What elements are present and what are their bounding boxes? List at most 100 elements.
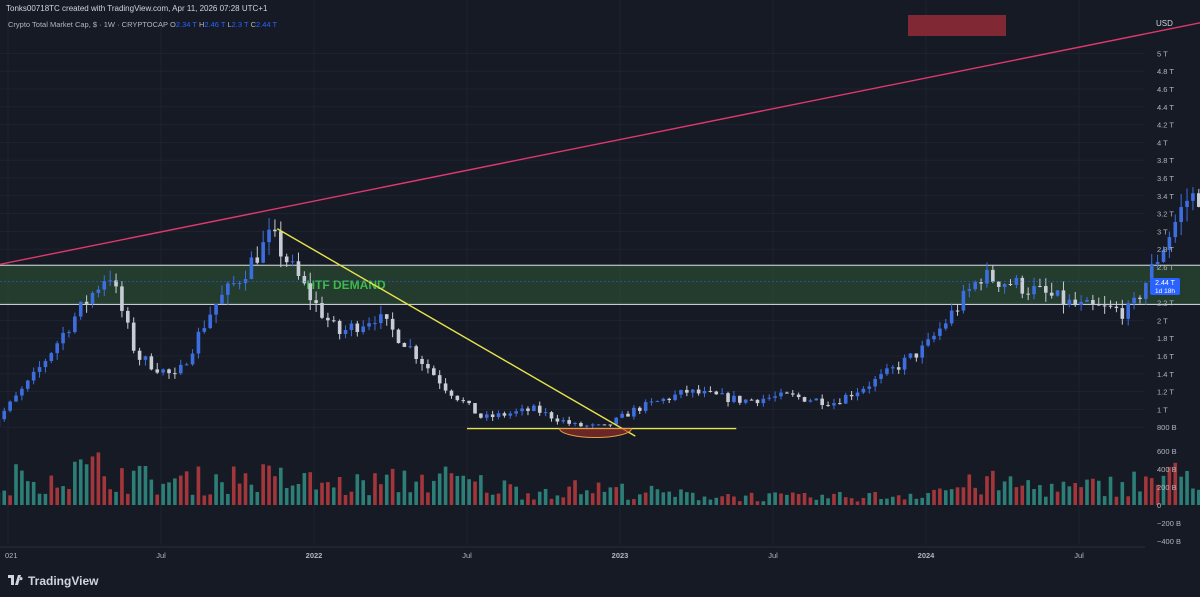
candle-body	[102, 280, 107, 290]
price-axis[interactable]: 5 T 4.8 T 4.6 T 4.4 T 4.2 T 4 T 3.8 T 3.6 T 3.4 …	[1157, 49, 1177, 432]
candle-body	[326, 317, 330, 321]
candle-body	[84, 301, 89, 304]
candle-body	[1067, 299, 1072, 305]
volume-tick-label: −200 B	[1157, 519, 1181, 528]
volume-tick-label: 200 B	[1157, 483, 1177, 492]
candle-body	[208, 314, 212, 329]
volume-bar	[655, 489, 660, 505]
candle-body	[331, 320, 336, 322]
volume-bar	[596, 482, 601, 505]
volume-bar	[126, 493, 130, 505]
volume-bar	[455, 475, 460, 505]
candle-body	[226, 283, 230, 295]
htf-demand-zone[interactable]	[0, 264, 1200, 305]
volume-bar	[155, 494, 160, 505]
volume-bar	[361, 480, 365, 505]
volume-bar	[1132, 471, 1136, 505]
rounded-bottom-2022[interactable]	[559, 428, 633, 439]
price-tick-label: 4.6 T	[1157, 85, 1174, 94]
candle-body	[920, 345, 925, 358]
price-tick-label: 3.4 T	[1157, 192, 1174, 201]
candle-body	[255, 257, 260, 263]
volume-bar	[555, 495, 560, 505]
candle-body	[985, 269, 989, 284]
volume-bar	[708, 499, 713, 505]
candle-body	[284, 256, 289, 263]
candle-body	[908, 353, 913, 358]
volume-bar	[743, 495, 748, 505]
candle-body	[861, 388, 866, 393]
volume-bar	[808, 497, 813, 505]
price-tick-label: 800 B	[1157, 423, 1177, 432]
candle-body	[349, 323, 354, 330]
candle-body	[537, 405, 542, 413]
candle-body	[761, 398, 766, 404]
volume-bar	[543, 488, 548, 505]
tradingview-brand[interactable]: TradingView	[8, 574, 98, 588]
volume-bar	[1061, 481, 1066, 505]
volume-bar	[761, 501, 766, 505]
volume-bar	[643, 492, 648, 505]
candle-body	[573, 423, 577, 425]
price-tick-label: 2.6 T	[1157, 263, 1174, 272]
red-marker-box[interactable]	[908, 15, 1006, 36]
volume-bar	[473, 481, 477, 505]
volume-bar	[337, 477, 342, 505]
yellow-downtrend-2022[interactable]	[276, 228, 636, 437]
volume-bar	[114, 491, 118, 505]
volume-bar	[496, 493, 501, 505]
candle-body	[932, 335, 936, 340]
candle-body	[426, 363, 430, 369]
currency-label[interactable]: USD	[1156, 19, 1173, 28]
volume-bar	[696, 500, 701, 505]
candle-body	[549, 412, 554, 419]
volume-bar	[590, 493, 595, 505]
volume-bar	[938, 488, 942, 505]
candle-body	[90, 292, 95, 304]
candle-body	[779, 392, 783, 397]
candle-body	[443, 383, 448, 391]
candle-body	[1091, 299, 1095, 305]
candle-body	[484, 414, 489, 418]
volume-bar	[326, 482, 330, 505]
volume-bar	[2, 490, 7, 505]
volume-bar	[178, 475, 183, 505]
volume-bar	[373, 473, 377, 505]
candle-body	[184, 364, 189, 366]
volume-bar	[167, 482, 171, 505]
candle-body	[632, 407, 636, 417]
time-axis[interactable]: 021Jul2022Jul2023Jul2024Jul2025Jul2026Ju…	[5, 551, 1200, 560]
candle-body	[996, 281, 1001, 287]
volume-bar	[843, 497, 848, 505]
volume-bar	[955, 487, 960, 505]
candle-body	[261, 242, 265, 263]
candle-body	[1138, 297, 1142, 300]
volume-bar	[67, 489, 71, 505]
tradingview-logo-icon	[8, 574, 24, 588]
candle-body	[1085, 299, 1089, 302]
volume-bar	[1108, 476, 1113, 505]
candle-body	[738, 395, 742, 403]
volume-bar	[732, 496, 736, 505]
volume-bar	[726, 494, 730, 505]
candle-body	[790, 393, 795, 395]
volume-bar	[1096, 480, 1101, 505]
htf-demand-label: HTF DEMAND	[306, 278, 386, 292]
volume-bar	[484, 492, 489, 505]
volume-bars	[0, 452, 1200, 505]
candle-body	[161, 369, 165, 373]
volume-bar	[43, 493, 48, 505]
volume-bar	[702, 496, 707, 505]
volume-bar	[296, 484, 301, 505]
volume-bar	[902, 499, 907, 505]
volume-bar	[879, 499, 883, 505]
candle-body	[555, 418, 560, 422]
volume-bar	[267, 465, 271, 505]
candle-body	[526, 408, 530, 411]
candle-body	[137, 350, 142, 360]
volume-bar	[131, 470, 136, 505]
volume-bar	[1155, 484, 1160, 505]
candle-body	[479, 413, 483, 418]
pink-long-trendline[interactable]	[0, 0, 1200, 267]
